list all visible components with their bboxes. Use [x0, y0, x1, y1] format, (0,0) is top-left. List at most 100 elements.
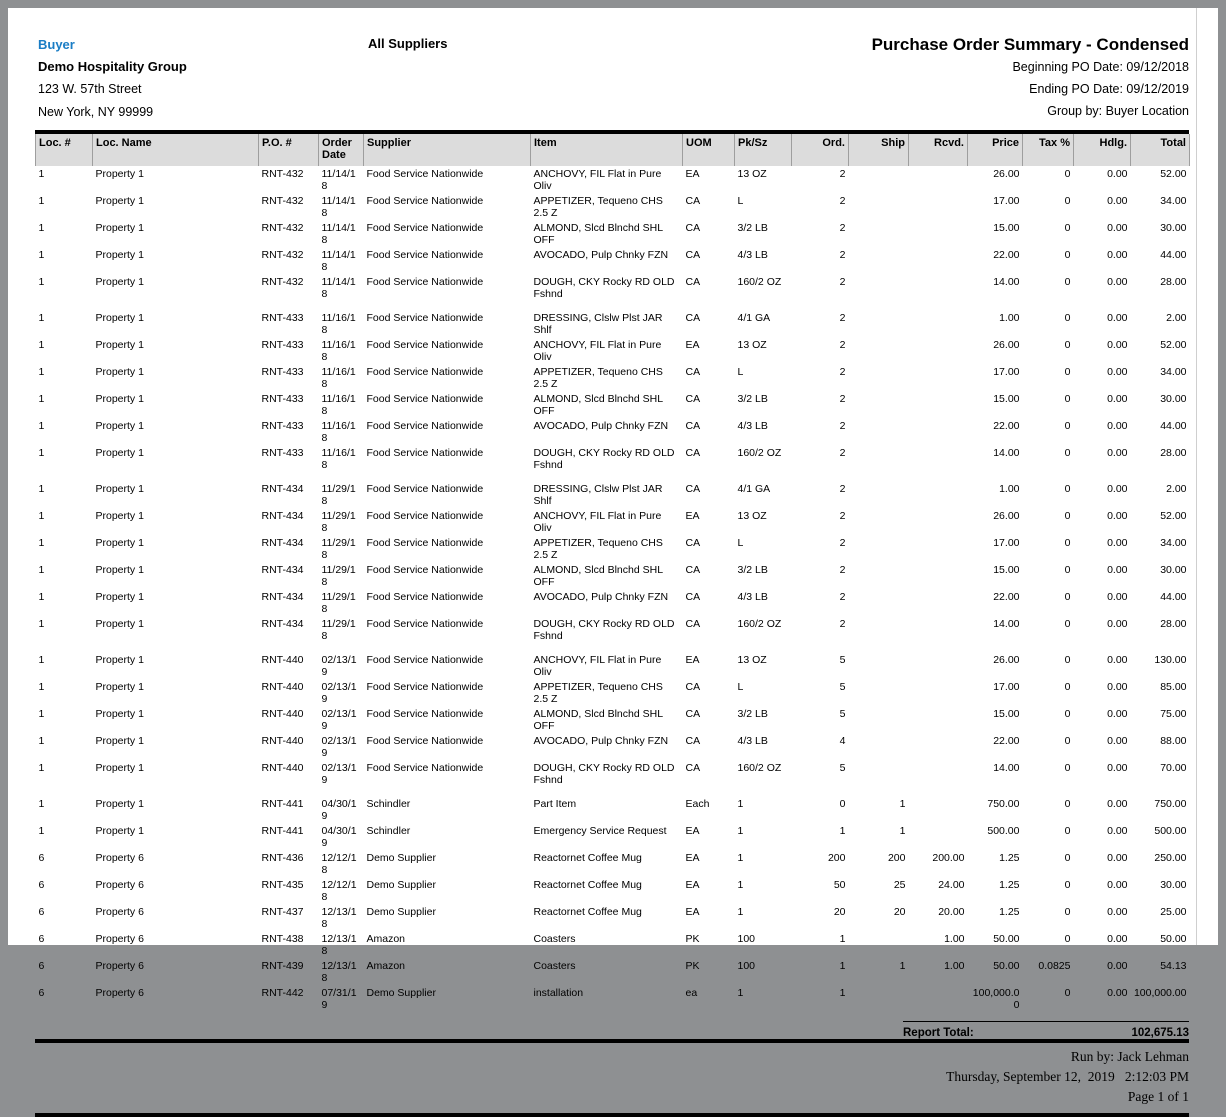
cell-hdlg: 0.00 — [1107, 393, 1128, 405]
cell-ship: 1 — [899, 825, 906, 837]
cell-ship — [849, 220, 909, 247]
cell-price: 750.00 — [987, 798, 1020, 810]
cell-order_date: 11/29/18 — [321, 537, 356, 561]
cell-ship — [849, 391, 909, 418]
cell-item: ANCHOVY, FIL Flat in Pure Oliv — [533, 654, 662, 678]
cell-item: ANCHOVY, FIL Flat in Pure Oliv — [533, 339, 662, 363]
cell-total: 2.00 — [1166, 312, 1187, 324]
table-row: 6 Property 6 RNT-439 12/13/18 Amazon Coasters… — [36, 958, 1190, 985]
cell-price: 1.25 — [999, 906, 1020, 918]
cell-hdlg: 0.00 — [1107, 195, 1128, 207]
cell-po_num: RNT-440 — [261, 708, 304, 720]
cell-item: installation — [533, 987, 584, 999]
column-header-po_num: P.O. # — [258, 134, 319, 166]
cell-price: 1.00 — [999, 312, 1020, 324]
cell-rcvd: 1.00 — [944, 960, 965, 972]
cell-po_num: RNT-434 — [261, 618, 304, 630]
cell-tax_pct: 0 — [1064, 798, 1071, 810]
cell-pk_sz: 4/3 LB — [737, 735, 768, 747]
cell-total: 44.00 — [1160, 591, 1187, 603]
cell-rcvd: 1.00 — [944, 933, 965, 945]
cell-ord: 0 — [839, 798, 846, 810]
cell-item: Reactornet Coffee Mug — [533, 906, 642, 918]
cell-loc_name: Property 1 — [95, 447, 144, 459]
cell-order_date: 11/29/18 — [321, 591, 356, 615]
cell-loc_name: Property 1 — [95, 681, 144, 693]
cell-rcvd — [909, 166, 968, 193]
cell-pk_sz: 1 — [737, 987, 744, 999]
cell-ship — [849, 193, 909, 220]
cell-ord: 2 — [839, 510, 846, 522]
cell-tax_pct: 0 — [1064, 879, 1071, 891]
cell-loc_name: Property 1 — [95, 510, 144, 522]
cell-ord: 2 — [839, 483, 846, 495]
cell-po_num: RNT-437 — [261, 906, 304, 918]
report-total-label: Report Total: — [903, 1027, 974, 1039]
cell-hdlg: 0.00 — [1107, 879, 1128, 891]
cell-po_num: RNT-434 — [261, 483, 304, 495]
cell-order_date: 02/13/19 — [321, 708, 357, 732]
cell-uom: CA — [685, 366, 701, 378]
cell-rcvd — [909, 301, 968, 337]
column-header-item: Item — [530, 134, 683, 166]
cell-price: 22.00 — [993, 249, 1020, 261]
cell-supplier: Food Service Nationwide — [366, 447, 484, 459]
cell-tax_pct: 0 — [1064, 168, 1071, 180]
table-row: 1 Property 1 RNT-432 11/14/18 Food Service N… — [36, 193, 1190, 220]
cell-rcvd — [909, 220, 968, 247]
cell-uom: EA — [685, 510, 700, 522]
cell-loc_name: Property 1 — [95, 483, 144, 495]
table-row: 1 Property 1 RNT-440 02/13/19 Food Service N… — [36, 679, 1190, 706]
cell-loc_num: 1 — [38, 618, 45, 630]
cell-loc_num: 1 — [38, 447, 45, 459]
cell-pk_sz: L — [737, 366, 744, 378]
cell-ord: 2 — [839, 537, 846, 549]
cell-ord: 1 — [839, 960, 846, 972]
ending-po-date: Ending PO Date: 09/12/2019 — [1029, 82, 1189, 96]
cell-loc_name: Property 6 — [95, 852, 144, 864]
cell-order_date: 11/16/18 — [321, 366, 356, 390]
cell-po_num: RNT-433 — [261, 312, 304, 324]
cell-pk_sz: 160/2 OZ — [737, 618, 782, 630]
cell-po_num: RNT-432 — [261, 276, 304, 288]
cell-tax_pct: 0 — [1064, 618, 1071, 630]
cell-total: 52.00 — [1160, 339, 1187, 351]
cell-po_num: RNT-440 — [261, 654, 304, 666]
report-page: Buyer Demo Hospitality Group 123 W. 57th… — [8, 8, 1218, 1117]
cell-po_num: RNT-433 — [261, 447, 304, 459]
cell-pk_sz: 3/2 LB — [737, 564, 768, 576]
cell-hdlg: 0.00 — [1107, 168, 1128, 180]
cell-loc_num: 1 — [38, 420, 45, 432]
cell-supplier: Schindler — [366, 825, 411, 837]
cell-loc_num: 1 — [38, 537, 45, 549]
cell-po_num: RNT-438 — [261, 933, 304, 945]
cell-loc_num: 1 — [38, 393, 45, 405]
cell-loc_num: 6 — [38, 933, 45, 945]
cell-hdlg: 0.00 — [1107, 798, 1128, 810]
cell-total: 30.00 — [1160, 564, 1187, 576]
cell-loc_num: 6 — [38, 852, 45, 864]
cell-ship — [849, 418, 909, 445]
cell-tax_pct: 0 — [1064, 537, 1071, 549]
cell-order_date: 07/31/19 — [321, 987, 357, 1011]
cell-uom: PK — [685, 960, 700, 972]
cell-supplier: Food Service Nationwide — [366, 393, 484, 405]
cell-order_date: 12/13/18 — [321, 960, 357, 984]
column-header-loc_name: Loc. Name — [92, 134, 259, 166]
cell-price: 50.00 — [993, 933, 1020, 945]
cell-order_date: 11/14/18 — [321, 276, 356, 300]
cell-total: 70.00 — [1160, 762, 1187, 774]
cell-loc_num: 1 — [38, 366, 45, 378]
cell-hdlg: 0.00 — [1107, 960, 1128, 972]
cell-supplier: Food Service Nationwide — [366, 249, 484, 261]
cell-ord: 2 — [839, 420, 846, 432]
cell-pk_sz: 4/3 LB — [737, 249, 768, 261]
cell-supplier: Food Service Nationwide — [366, 591, 484, 603]
cell-total: 30.00 — [1160, 393, 1187, 405]
cell-ord: 2 — [839, 564, 846, 576]
cell-ship — [849, 301, 909, 337]
cell-total: 750.00 — [1154, 798, 1187, 810]
cell-order_date: 11/29/18 — [321, 483, 356, 507]
cell-item: Coasters — [533, 933, 576, 945]
cell-total: 75.00 — [1160, 708, 1187, 720]
